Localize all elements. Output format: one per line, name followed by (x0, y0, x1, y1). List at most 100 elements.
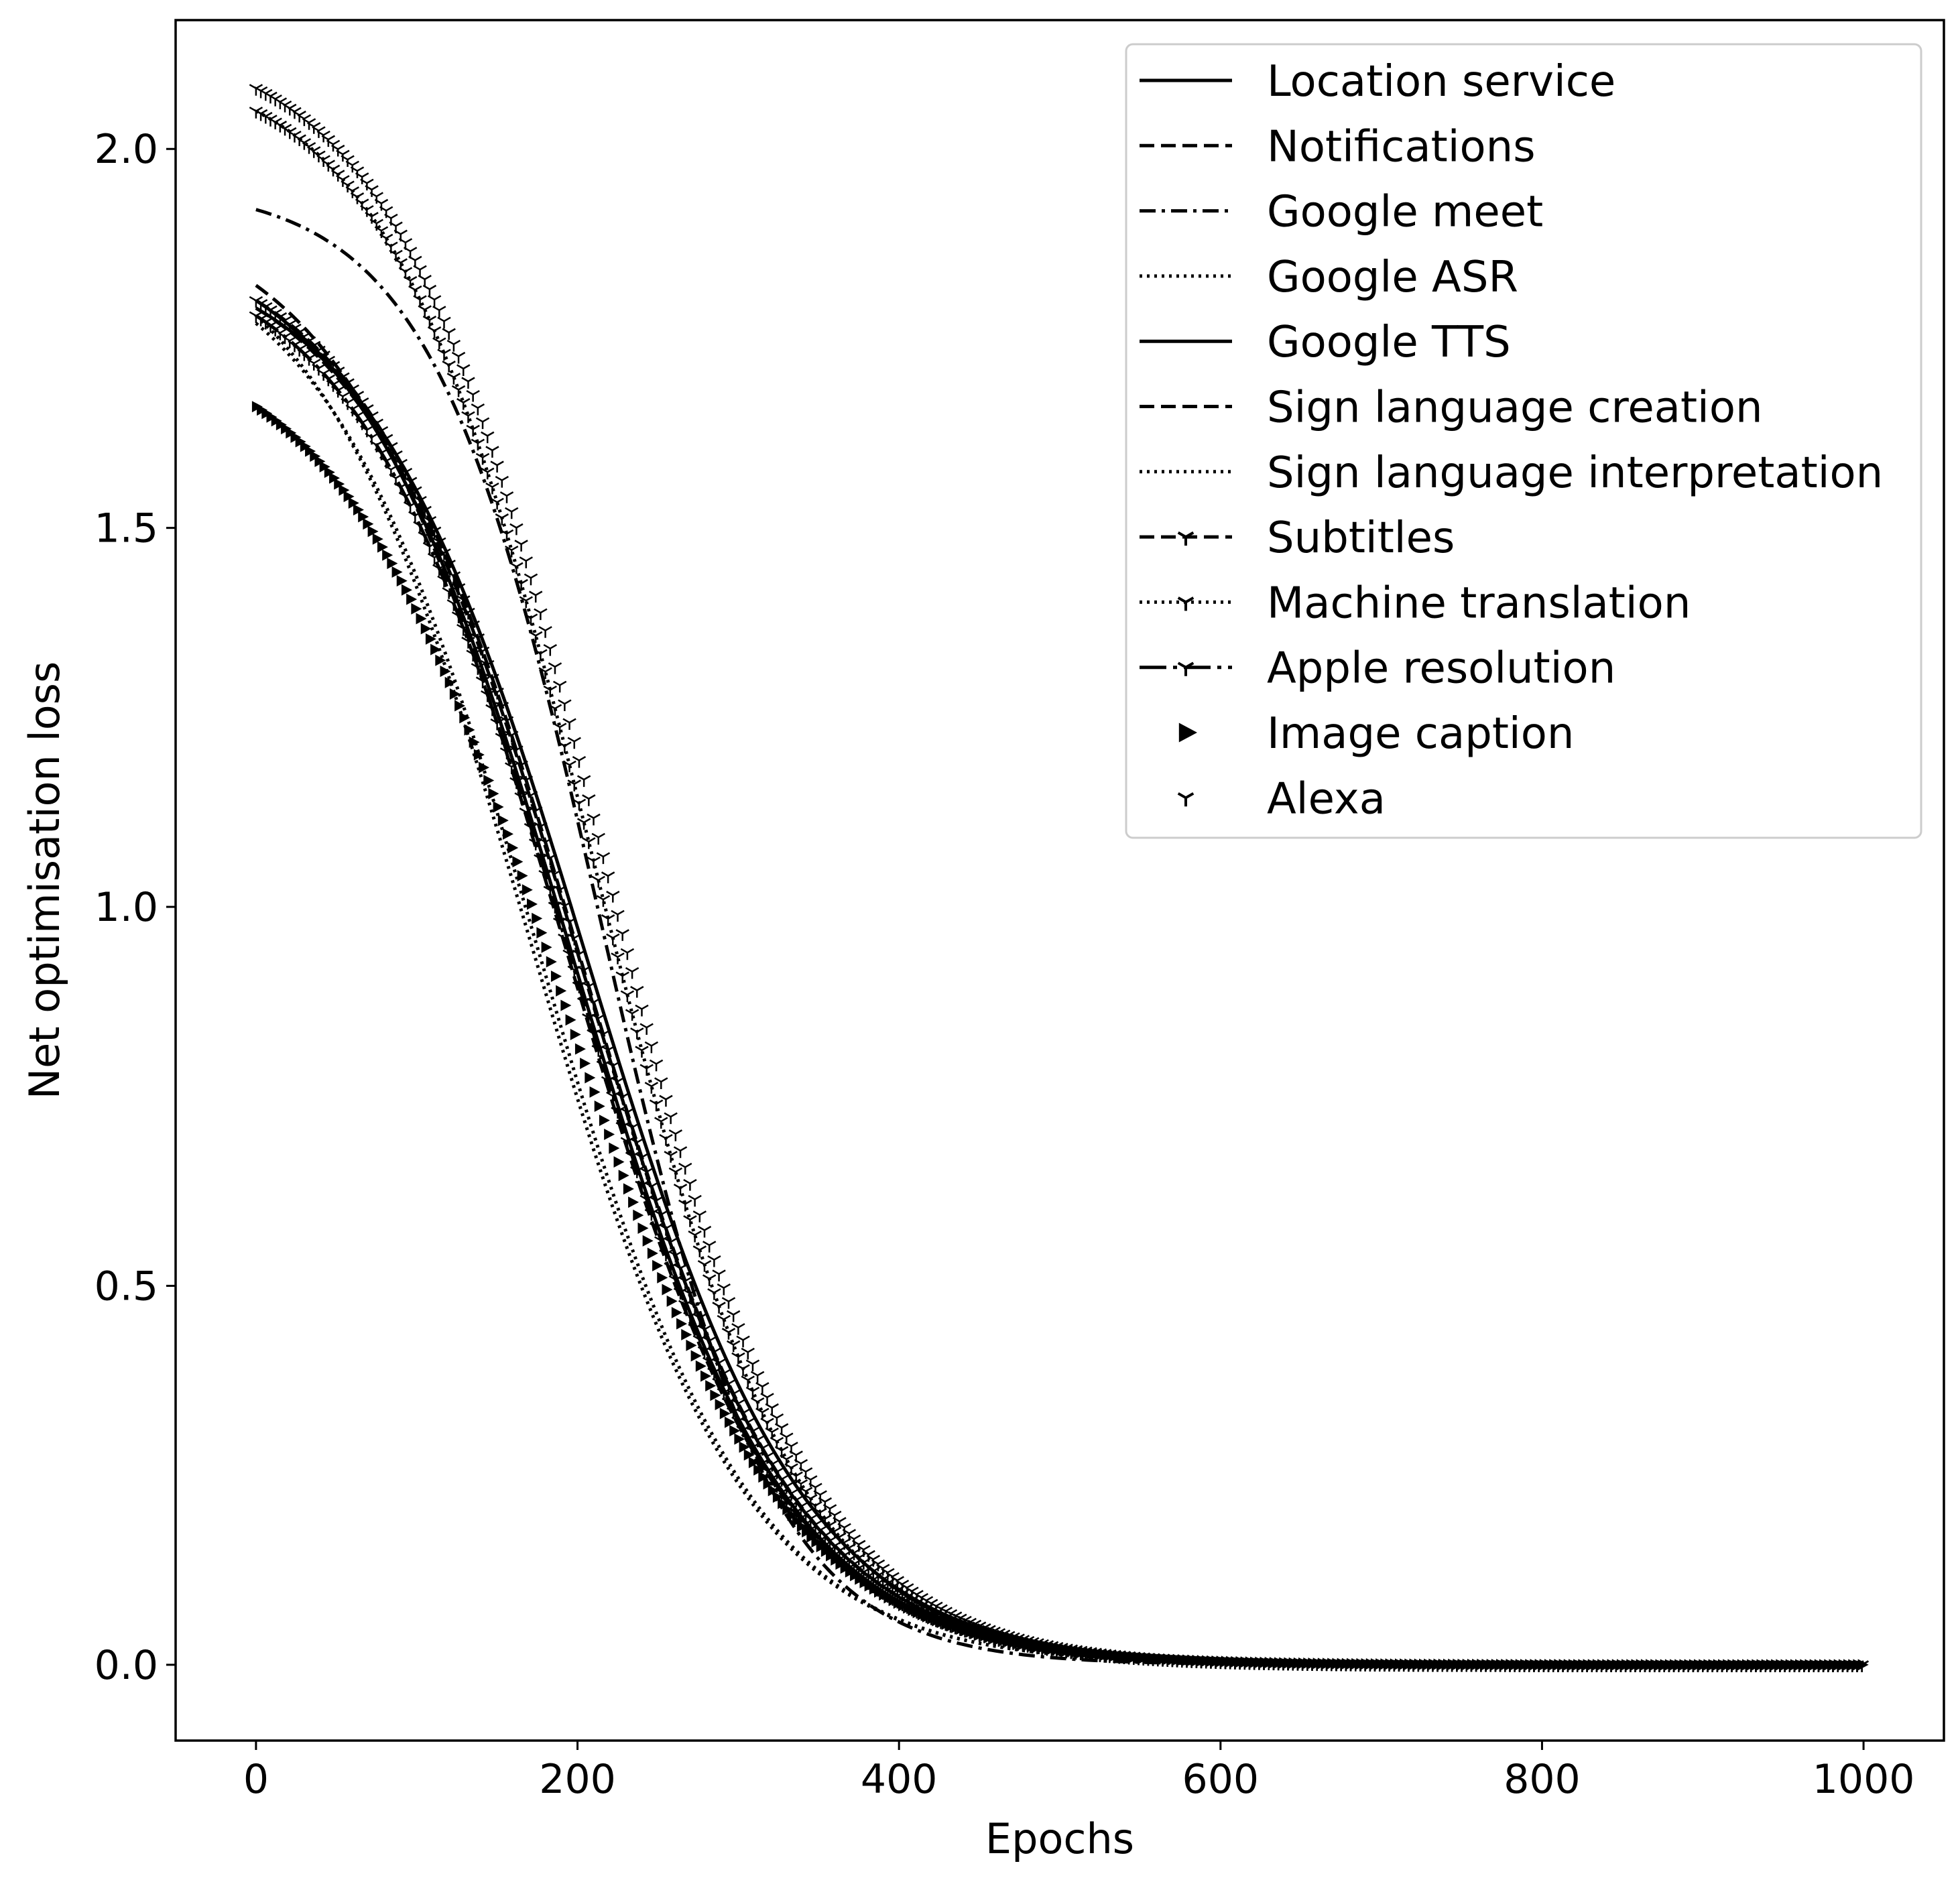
marker-alexa (1127, 1651, 1141, 1663)
marker-machine-translation (688, 1230, 702, 1243)
marker-alexa (446, 339, 461, 352)
marker-subtitles (316, 351, 330, 363)
marker-apple-resolution (461, 637, 475, 649)
marker-apple-resolution (538, 870, 552, 882)
marker-image-caption (580, 1058, 591, 1070)
marker-machine-translation (576, 818, 591, 830)
y-tick-label: 1.5 (95, 505, 158, 552)
marker-apple-resolution (587, 1029, 601, 1042)
marker-apple-resolution (499, 747, 514, 759)
legend-item-image-caption: Image caption (1178, 709, 1574, 759)
marker-apple-resolution (408, 511, 422, 523)
marker-machine-translation (519, 596, 533, 609)
marker-apple-resolution (606, 1091, 620, 1104)
marker-image-caption (719, 1407, 731, 1420)
marker-alexa (847, 1534, 861, 1547)
marker-alexa (418, 275, 432, 287)
marker-apple-resolution (558, 934, 572, 946)
legend-swatch-marker (1177, 596, 1195, 611)
x-tick-label: 400 (861, 1756, 938, 1803)
marker-image-caption (522, 884, 533, 896)
marker-subtitles (418, 505, 432, 518)
legend-box (1125, 43, 1922, 839)
marker-image-caption (666, 1295, 678, 1307)
marker-apple-resolution (668, 1275, 683, 1288)
marker-image-caption (647, 1247, 658, 1259)
marker-alexa (384, 213, 398, 226)
marker-image-caption (570, 1028, 581, 1040)
marker-apple-resolution (712, 1378, 726, 1390)
marker-alexa (442, 328, 456, 340)
marker-image-caption (387, 558, 398, 570)
marker-image-caption (363, 518, 374, 530)
marker-machine-translation (552, 723, 567, 735)
marker-image-caption (729, 1425, 741, 1437)
marker-apple-resolution (664, 1262, 678, 1275)
legend-label: Google meet (1267, 188, 1543, 237)
marker-subtitles (490, 688, 504, 700)
marker-machine-translation (664, 1151, 678, 1163)
marker-machine-translation (721, 1328, 736, 1340)
legend-label: Notifications (1267, 122, 1536, 172)
marker-alexa (644, 1041, 659, 1054)
marker-image-caption (748, 1456, 759, 1468)
marker-apple-resolution (649, 1222, 664, 1235)
marker-apple-resolution (688, 1323, 702, 1336)
marker-image-caption (565, 1014, 576, 1026)
marker-alexa (741, 1347, 755, 1360)
marker-alexa (432, 306, 446, 318)
marker-alexa (567, 737, 581, 749)
marker-alexa (427, 295, 442, 307)
marker-machine-translation (587, 856, 601, 869)
marker-subtitles (481, 660, 495, 672)
marker-alexa (1141, 1653, 1156, 1665)
marker-image-caption (425, 633, 436, 645)
legend-item-machine-translation: Machine translation (1140, 578, 1691, 628)
marker-apple-resolution (432, 564, 446, 576)
marker-alexa (582, 794, 596, 806)
marker-machine-translation (475, 452, 490, 465)
marker-alexa (572, 756, 587, 768)
marker-machine-translation (495, 513, 509, 525)
marker-alexa (664, 1112, 678, 1125)
marker-alexa (587, 813, 601, 826)
marker-image-caption (526, 898, 538, 910)
marker-image-caption (430, 643, 442, 655)
marker-image-caption (517, 870, 528, 882)
marker-apple-resolution (562, 949, 576, 962)
marker-alexa (336, 149, 350, 162)
marker-machine-translation (712, 1302, 726, 1314)
marker-apple-resolution (596, 1060, 611, 1073)
marker-image-caption (391, 566, 403, 578)
marker-image-caption (782, 1503, 794, 1515)
marker-machine-translation (625, 1009, 639, 1021)
marker-alexa (505, 507, 519, 519)
marker-alexa (804, 1475, 818, 1487)
marker-subtitles (505, 731, 519, 743)
marker-image-caption (479, 761, 490, 773)
marker-machine-translation (499, 529, 514, 542)
marker-alexa (1131, 1651, 1146, 1664)
marker-image-caption (416, 613, 427, 625)
marker-image-caption (686, 1339, 697, 1351)
legend-item-google-tts: Google TTS (1140, 318, 1511, 367)
marker-alexa (750, 1371, 765, 1383)
marker-machine-translation (789, 1471, 803, 1483)
marker-alexa (745, 1359, 760, 1372)
marker-machine-translation (418, 305, 432, 318)
marker-subtitles (495, 702, 509, 714)
marker-image-caption (319, 460, 330, 473)
marker-image-caption (613, 1156, 625, 1168)
marker-subtitles (499, 716, 514, 729)
marker-machine-translation (432, 337, 446, 350)
marker-apple-resolution (582, 1013, 596, 1025)
marker-machine-translation (591, 875, 605, 888)
marker-machine-translation (379, 233, 393, 246)
marker-alexa (1855, 1660, 1869, 1672)
marker-image-caption (459, 712, 471, 724)
marker-apple-resolution (422, 542, 437, 554)
marker-alexa (485, 446, 499, 458)
marker-machine-translation (678, 1199, 692, 1212)
marker-apple-resolution (673, 1288, 688, 1300)
marker-image-caption (662, 1283, 673, 1296)
